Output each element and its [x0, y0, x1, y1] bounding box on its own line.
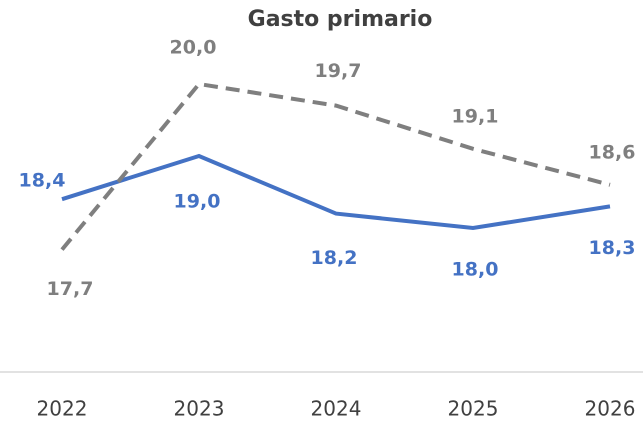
- data-label: 18,6: [589, 141, 636, 163]
- x-tick-label: 2022: [37, 397, 88, 421]
- x-tick-label: 2025: [448, 397, 499, 421]
- series-line: [61, 153, 611, 231]
- x-tick-label: 2023: [174, 397, 225, 421]
- data-label: 18,4: [19, 170, 66, 192]
- data-label: 19,7: [315, 60, 362, 82]
- chart-title: Gasto primario: [248, 7, 433, 32]
- data-label: 17,7: [47, 278, 94, 300]
- data-label: 18,0: [452, 259, 499, 281]
- data-label: 18,3: [589, 237, 636, 259]
- data-label: 19,0: [174, 191, 221, 213]
- x-tick-label: 2024: [311, 397, 362, 421]
- data-label: 18,2: [311, 247, 358, 269]
- series-line: [60, 81, 611, 251]
- data-label: 20,0: [170, 37, 217, 59]
- data-label: 19,1: [452, 105, 499, 127]
- x-tick-label: 2026: [585, 397, 636, 421]
